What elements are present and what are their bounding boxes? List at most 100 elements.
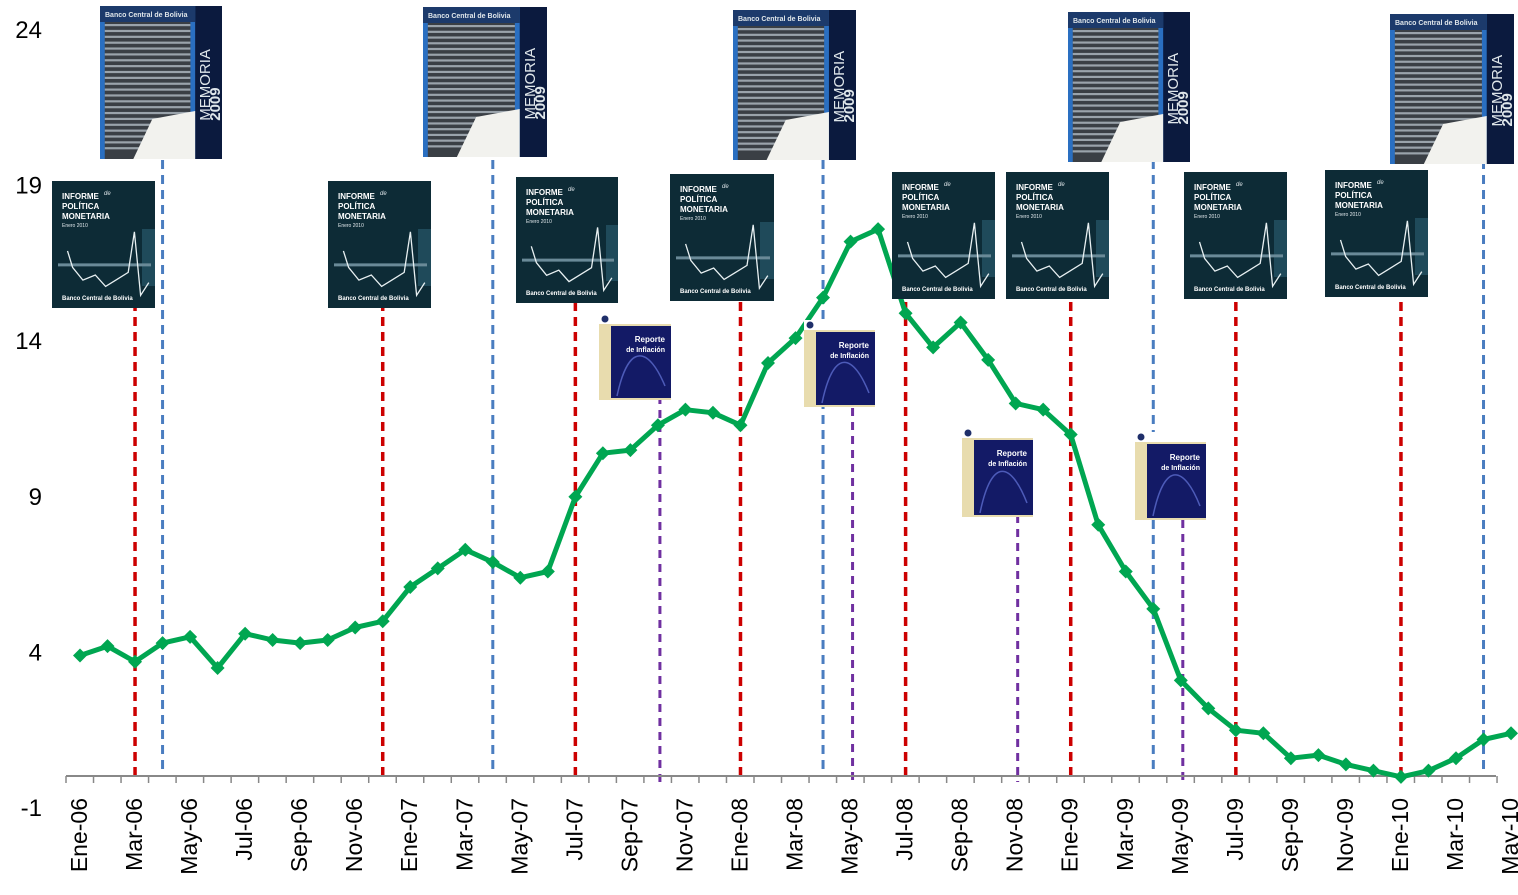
cover-edition: Enero 2010 <box>902 214 928 220</box>
building-floor <box>104 88 191 91</box>
building-floor <box>1072 87 1159 90</box>
building-floor <box>1394 37 1482 40</box>
cover-background <box>670 174 774 301</box>
x-tick-label: Mar-07 <box>451 798 477 871</box>
cover-title-line: INFORME <box>526 188 564 197</box>
building-floor <box>427 25 515 28</box>
cover-chart-panel <box>1415 218 1428 275</box>
x-tick-label: Sep-07 <box>616 798 642 872</box>
building-floor <box>737 39 825 42</box>
x-tick-label: Mar-06 <box>121 798 147 871</box>
cover-footer: Banco Central de Bolivia <box>902 287 973 293</box>
x-tick-label: May-07 <box>506 798 532 875</box>
monument <box>1101 114 1164 162</box>
building-floor <box>1072 104 1159 107</box>
cover-chart-panel <box>1096 220 1109 277</box>
building-floor <box>1394 117 1482 121</box>
x-tick-label: Ene-08 <box>726 798 752 872</box>
building-floor <box>427 110 515 114</box>
cover-header-band <box>100 6 196 22</box>
cover-title-line: de <box>1377 180 1384 186</box>
cover-subtitle: de Inflación <box>830 353 869 360</box>
cover-panel <box>1147 444 1206 518</box>
cover-chart-panel <box>982 220 995 277</box>
data-point <box>623 443 638 458</box>
x-tick-label: Ene-09 <box>1057 798 1083 872</box>
data-point <box>238 626 253 641</box>
building-floor <box>427 76 515 79</box>
cover-title-line: INFORME <box>1016 183 1054 192</box>
cover-header <box>804 320 875 330</box>
building-floor <box>1394 49 1482 52</box>
building-floor <box>427 30 515 33</box>
cover-header <box>1135 432 1206 442</box>
reporte-cover-image: Reporte de Inflación <box>804 320 875 407</box>
building-floor <box>1072 58 1159 61</box>
data-point <box>926 340 941 355</box>
cover-edition: Enero 2010 <box>62 223 88 229</box>
cover-title-line: MONETARIA <box>62 212 110 221</box>
data-point <box>568 489 583 504</box>
cover-edition: Enero 2010 <box>1016 214 1042 220</box>
reporte-cover-image: Reporte de Inflación <box>1135 432 1206 520</box>
building-floor <box>737 73 825 77</box>
data-point <box>540 564 555 579</box>
cover-title-line: de <box>568 187 575 193</box>
cover-title-line: POLÍTICA <box>1194 193 1232 202</box>
x-tick-label: Jul-06 <box>231 798 257 861</box>
data-point <box>1311 748 1326 763</box>
building-floor <box>737 68 825 71</box>
data-point <box>183 629 198 644</box>
x-tick-label: Ene-10 <box>1387 798 1413 872</box>
data-point <box>1283 751 1298 766</box>
reporte-cover-image: Reporte de Inflación <box>599 314 671 400</box>
building-floor <box>1072 127 1159 130</box>
data-point <box>843 234 858 249</box>
building-floor <box>104 47 191 50</box>
cover-panel <box>816 332 875 405</box>
building-floor <box>104 35 191 38</box>
y-tick-label: 14 <box>15 328 42 355</box>
inflation-series <box>73 222 1518 784</box>
cover-ornament <box>979 470 1028 514</box>
cover-title-line: POLÍTICA <box>526 198 564 207</box>
building-floor <box>104 82 191 85</box>
building-floor <box>1394 100 1482 103</box>
data-point <box>265 632 280 647</box>
cover-year: 2009 <box>207 87 224 120</box>
data-point <box>788 331 803 346</box>
building-floor <box>737 91 825 94</box>
cover-title-line: POLÍTICA <box>1016 193 1054 202</box>
series-line <box>79 226 1512 780</box>
building-floor <box>1072 121 1159 124</box>
cover-year: 2009 <box>532 86 549 119</box>
cover-title: MEMORIA <box>522 48 539 120</box>
x-tick-label: May-10 <box>1497 798 1518 875</box>
data-point <box>100 639 115 654</box>
x-tick-label: Jul-07 <box>561 798 587 861</box>
y-tick-label: 24 <box>15 17 42 44</box>
building-floor <box>427 122 515 125</box>
cover-bank-name: Banco Central de Bolivia <box>738 16 821 23</box>
cover-header-band <box>1390 14 1487 30</box>
building-floor <box>1394 72 1482 75</box>
cover-title-line: de <box>380 191 387 197</box>
cover-header-band <box>733 10 829 26</box>
building-floor <box>1072 81 1159 84</box>
cover-title: MEMORIA <box>197 49 214 121</box>
building-floor <box>1394 123 1482 126</box>
cover-title-line: POLÍTICA <box>902 193 940 202</box>
monument <box>133 111 196 159</box>
cover-title: Reporte <box>1170 453 1201 462</box>
data-point <box>73 648 87 663</box>
cover-footer: Banco Central de Bolivia <box>1194 287 1265 293</box>
